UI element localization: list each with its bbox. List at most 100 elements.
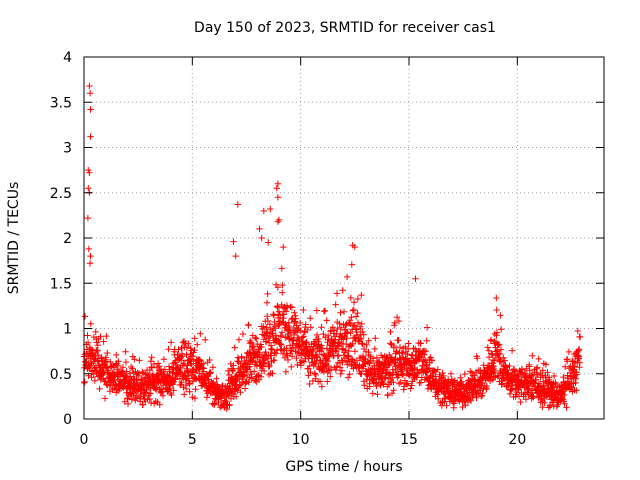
data-point: [263, 338, 270, 345]
data-point: [440, 372, 447, 380]
data-point: [191, 395, 199, 402]
data-point: [422, 357, 429, 364]
data-point: [564, 356, 571, 363]
data-point: [340, 308, 348, 315]
data-point: [231, 344, 238, 351]
data-point: [197, 330, 204, 337]
data-point: [229, 366, 236, 374]
data-point: [233, 376, 241, 383]
data-point: [499, 380, 506, 387]
data-point: [87, 133, 94, 140]
data-point: [302, 339, 310, 347]
data-point: [390, 342, 398, 350]
data-point: [115, 358, 122, 365]
data-point: [349, 307, 356, 314]
data-point: [422, 348, 430, 355]
data-point: [232, 252, 239, 260]
data-point: [360, 331, 367, 338]
data-point: [461, 370, 468, 378]
data-point: [84, 214, 92, 222]
y-tick-label: 1: [63, 322, 72, 338]
data-point: [467, 368, 474, 375]
data-point: [332, 347, 339, 354]
data-point: [261, 356, 269, 363]
data-point: [293, 354, 300, 362]
data-point: [333, 363, 340, 370]
data-point: [88, 346, 95, 353]
data-point: [575, 347, 582, 354]
data-point: [435, 395, 442, 402]
data-point: [371, 345, 378, 353]
data-point: [344, 328, 351, 336]
data-point: [286, 322, 293, 330]
data-point: [327, 373, 334, 380]
data-point: [92, 328, 99, 336]
data-point: [359, 340, 366, 348]
data-point: [307, 324, 314, 331]
data-point: [274, 284, 282, 291]
data-point: [542, 361, 550, 368]
data-point: [203, 394, 211, 401]
data-point: [343, 273, 351, 281]
data-point: [101, 395, 109, 402]
data-point: [147, 390, 154, 397]
data-point: [474, 355, 481, 362]
data-point: [283, 345, 290, 352]
data-point: [273, 185, 280, 192]
data-point: [484, 344, 491, 351]
data-point: [253, 335, 260, 342]
y-tick-label: 1.5: [50, 276, 72, 292]
data-point: [251, 368, 258, 375]
data-point: [122, 358, 130, 366]
data-point: [223, 405, 230, 413]
data-point: [106, 388, 114, 395]
data-point: [156, 401, 163, 408]
data-point: [485, 354, 493, 361]
data-point: [508, 386, 515, 393]
data-point: [277, 333, 285, 340]
data-point: [307, 368, 314, 376]
data-point: [230, 238, 237, 245]
data-point: [395, 337, 402, 344]
data-point: [221, 397, 229, 404]
data-point: [275, 337, 282, 344]
data-point: [370, 357, 377, 365]
data-point: [260, 367, 268, 375]
data-point: [250, 343, 257, 350]
data-point: [359, 328, 366, 336]
data-point: [479, 389, 486, 397]
data-point: [160, 356, 168, 363]
data-point: [574, 348, 581, 356]
data-point: [286, 326, 293, 334]
data-point: [105, 367, 112, 374]
data-point: [366, 383, 373, 390]
data-point: [447, 370, 455, 377]
data-point: [86, 90, 94, 97]
data-point: [226, 389, 234, 396]
data-point: [183, 344, 191, 351]
x-tick-label: 20: [508, 432, 526, 448]
data-point: [343, 335, 350, 342]
data-point: [470, 391, 477, 399]
data-point: [271, 318, 278, 326]
data-point: [409, 351, 416, 359]
data-point: [491, 357, 498, 364]
data-point: [528, 372, 535, 380]
data-point: [373, 382, 380, 390]
data-point: [498, 326, 505, 333]
data-point: [365, 337, 372, 344]
data-point: [266, 362, 273, 369]
data-point: [87, 252, 94, 260]
data-point: [563, 404, 570, 411]
data-point: [336, 364, 344, 371]
y-tick-label: 4: [63, 50, 72, 66]
data-point: [191, 335, 198, 342]
data-point: [323, 345, 331, 352]
data-point: [346, 371, 353, 378]
data-point: [349, 340, 356, 348]
data-point: [252, 377, 259, 384]
data-point: [387, 328, 394, 336]
data-point: [264, 313, 271, 320]
data-point: [347, 294, 354, 302]
data-point: [86, 260, 94, 267]
